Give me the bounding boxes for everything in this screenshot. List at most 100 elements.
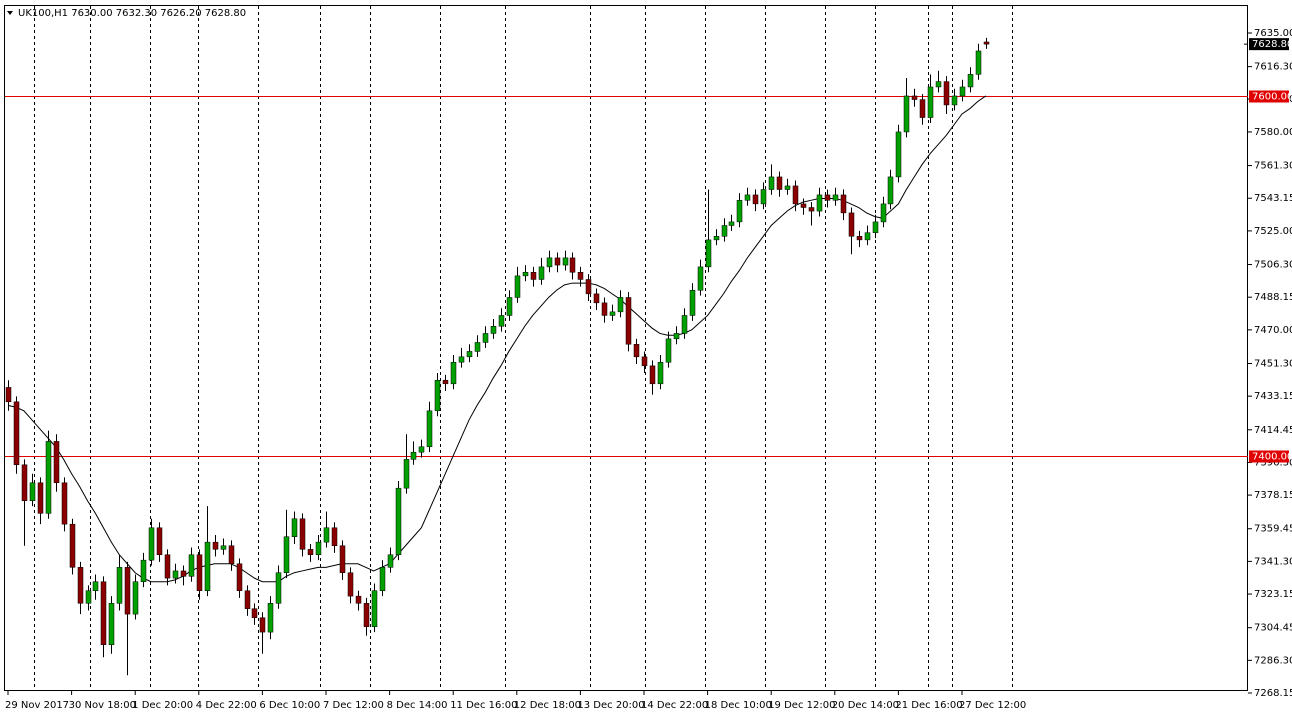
day-separators — [34, 6, 1013, 690]
candle-body — [85, 590, 92, 604]
x-tick-label: 7 Dec 12:00 — [323, 700, 384, 711]
candle-body — [458, 356, 465, 363]
x-tick-label: 21 Dec 16:00 — [895, 700, 962, 711]
candle-body — [919, 99, 926, 118]
candle-body — [132, 581, 139, 615]
candle-body — [482, 333, 489, 343]
candle-body — [880, 203, 887, 223]
y-tick-label: 7414.45 — [1254, 425, 1292, 436]
candle-body — [442, 379, 449, 385]
candle-body — [927, 86, 934, 118]
candle-body — [705, 239, 712, 268]
candle-body — [228, 545, 235, 564]
last-price-tag — [1249, 38, 1289, 51]
candle-body — [140, 559, 147, 582]
candle-body — [657, 361, 664, 385]
candle-body — [975, 50, 982, 75]
candle-body — [744, 194, 751, 201]
candle-body — [935, 81, 942, 88]
candle-body — [736, 200, 743, 223]
candle-body — [315, 541, 322, 555]
candle-body — [339, 545, 346, 573]
candle-body — [371, 590, 378, 627]
candle-body — [967, 74, 974, 88]
candle-body — [355, 595, 362, 604]
candle-body — [164, 554, 171, 579]
x-tick-label: 18 Dec 10:00 — [705, 700, 772, 711]
candle-body — [617, 297, 624, 313]
candle-body — [585, 279, 592, 295]
candle-body — [244, 590, 251, 609]
y-tick-label: 7286.30 — [1254, 655, 1292, 666]
candle-body — [267, 603, 274, 633]
candle-body — [562, 257, 569, 266]
candle-body — [625, 297, 632, 345]
candle-body — [577, 272, 584, 280]
candle-body — [713, 236, 720, 241]
candle-body — [100, 581, 107, 645]
candle-body — [426, 410, 433, 448]
price-tag-label: 7600.00 — [1252, 92, 1292, 103]
candle-body — [832, 194, 839, 201]
y-tick-label: 7451.30 — [1254, 358, 1292, 369]
candle-body — [554, 257, 561, 266]
candle-body — [474, 342, 481, 352]
y-tick-label: 7268.15 — [1254, 688, 1292, 699]
candle-body — [983, 41, 990, 45]
candle-body — [593, 293, 600, 304]
candle-body — [887, 176, 894, 205]
x-tick-label: 6 Dec 10:00 — [259, 700, 320, 711]
candle-body — [347, 572, 354, 597]
candle-body — [251, 608, 258, 618]
candle-body — [546, 257, 553, 268]
y-tick-label: 7635.00 — [1254, 28, 1292, 39]
candle-body — [53, 441, 60, 484]
candle-body — [21, 464, 28, 502]
candle-body — [903, 95, 910, 133]
candle-body — [760, 189, 767, 205]
y-tick-label: 7341.30 — [1254, 556, 1292, 567]
candle-body — [697, 266, 704, 291]
y-tick-label: 7580.00 — [1254, 127, 1292, 138]
candle-body — [721, 225, 728, 237]
y-tick-label: 7470.00 — [1254, 325, 1292, 336]
candle-body — [299, 518, 306, 550]
candle-body — [784, 185, 791, 190]
x-tick-label: 4 Dec 22:00 — [196, 700, 257, 711]
candle-body — [466, 351, 473, 358]
moving-average — [7, 95, 987, 583]
candle-body — [5, 387, 12, 403]
candle-body — [498, 315, 505, 327]
y-tick-label: 7396.30 — [1254, 457, 1292, 468]
candle-body — [212, 541, 219, 550]
candle-body — [37, 482, 44, 514]
candle-body — [156, 527, 163, 555]
last-price-label: 7628.80 — [1252, 39, 1292, 50]
candle-body — [768, 176, 775, 190]
candle-body — [434, 379, 441, 412]
y-tick-label: 7616.30 — [1254, 62, 1292, 73]
candle-body — [323, 527, 330, 543]
candle-body — [665, 338, 672, 363]
x-tick-label: 12 Dec 18:00 — [514, 700, 581, 711]
candle-body — [403, 459, 410, 489]
candle-body — [29, 482, 36, 502]
candle-body — [418, 446, 425, 453]
candle-body — [514, 275, 521, 298]
price-tag — [1249, 90, 1289, 103]
candle-body — [824, 194, 831, 201]
x-tick-label: 29 Nov 2017 — [5, 700, 69, 711]
x-tick-label: 14 Dec 22:00 — [641, 700, 708, 711]
candle-body — [196, 554, 203, 591]
candle-body — [148, 527, 155, 561]
candle-body — [911, 95, 918, 100]
y-tick-label: 7304.45 — [1254, 623, 1292, 634]
candle-body — [172, 570, 179, 579]
candle-body — [410, 451, 417, 460]
candle-body — [395, 487, 402, 555]
y-tick-label: 7543.15 — [1254, 193, 1292, 204]
candle-body — [45, 441, 52, 514]
y-tick-label: 7359.45 — [1254, 524, 1292, 535]
candle-body — [124, 567, 131, 615]
y-tick-label: 7506.30 — [1254, 260, 1292, 271]
